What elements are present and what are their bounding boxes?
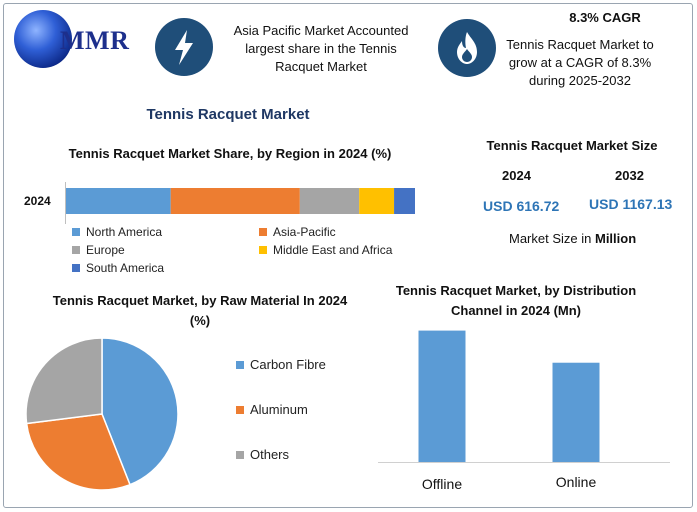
market-size-title: Tennis Racquet Market Size bbox=[486, 138, 658, 153]
legend-swatch bbox=[236, 405, 244, 414]
region-legend-asia-pacific: Asia-Pacific bbox=[259, 225, 336, 239]
pie-slice-others bbox=[25, 337, 103, 425]
region-bar-middle-east-and-africa bbox=[359, 188, 395, 214]
channel-chart: Offline Online bbox=[378, 330, 670, 492]
legend-label: North America bbox=[86, 225, 163, 239]
region-chart: 2024 bbox=[24, 182, 415, 224]
pie-slice-carbon-fibre bbox=[101, 337, 179, 486]
pie-legend-others: Others bbox=[236, 447, 289, 462]
region-bar-europe bbox=[299, 188, 360, 214]
flame-icon bbox=[438, 19, 496, 77]
legend-label: Asia-Pacific bbox=[273, 225, 336, 239]
region-legend-middle-east-and-africa: Middle East and Africa bbox=[259, 243, 392, 257]
market-size-value-2032: USD 1167.13 bbox=[589, 196, 673, 212]
region-legend-south-america: South America bbox=[72, 261, 164, 275]
channel-tick-label: Offline bbox=[422, 476, 462, 492]
page-title: Tennis Racquet Market bbox=[146, 106, 310, 123]
legend-swatch bbox=[259, 228, 267, 236]
region-legend-europe: Europe bbox=[72, 243, 125, 257]
region-bar-south-america bbox=[394, 188, 415, 214]
region-bar-asia-pacific bbox=[170, 188, 300, 214]
legend-swatch bbox=[72, 228, 80, 236]
legend-label: Others bbox=[250, 447, 290, 462]
legend-label: Middle East and Africa bbox=[273, 243, 393, 257]
channel-bar-online bbox=[552, 362, 600, 462]
lightning-icon bbox=[155, 18, 213, 76]
region-category-label: 2024 bbox=[24, 194, 51, 208]
pie-legend-carbon-fibre: Carbon Fibre bbox=[236, 357, 326, 372]
market-size-unit: Market Size in Million bbox=[509, 231, 637, 246]
legend-label: South America bbox=[86, 261, 165, 275]
legend-swatch bbox=[72, 264, 80, 272]
market-size-year-2024: 2024 bbox=[502, 168, 531, 183]
infographic-frame bbox=[3, 3, 693, 508]
legend-swatch bbox=[236, 360, 244, 369]
legend-label: Aluminum bbox=[250, 402, 308, 417]
region-note: Asia Pacific Market Accounted largest sh… bbox=[233, 23, 409, 74]
logo-text: MMR bbox=[60, 26, 130, 55]
channel-chart-title: Tennis Racquet Market, by Distribution C… bbox=[395, 283, 637, 318]
market-size-year-2032: 2032 bbox=[615, 168, 644, 183]
region-chart-title: Tennis Racquet Market Share, by Region i… bbox=[68, 146, 392, 161]
legend-label: Carbon Fibre bbox=[250, 357, 326, 372]
region-legend-north-america: North America bbox=[72, 225, 162, 239]
legend-swatch bbox=[259, 246, 267, 254]
channel-tick-label: Online bbox=[556, 474, 597, 490]
legend-label: Europe bbox=[86, 243, 125, 257]
channel-bar-offline bbox=[418, 330, 466, 462]
cagr-label: 8.3% CAGR bbox=[569, 10, 641, 25]
cagr-note: Tennis Racquet Market to grow at a CAGR … bbox=[506, 37, 654, 88]
legend-swatch bbox=[236, 450, 244, 459]
raw-material-chart-title: Tennis Racquet Market, by Raw Material I… bbox=[52, 293, 348, 328]
region-bar-north-america bbox=[66, 188, 171, 214]
legend-swatch bbox=[72, 246, 80, 254]
market-size-value-2024: USD 616.72 bbox=[483, 198, 560, 214]
pie-slice-aluminum bbox=[25, 413, 131, 491]
globe-icon bbox=[14, 10, 72, 68]
raw-material-pie bbox=[25, 337, 179, 491]
pie-legend-aluminum: Aluminum bbox=[236, 402, 308, 417]
